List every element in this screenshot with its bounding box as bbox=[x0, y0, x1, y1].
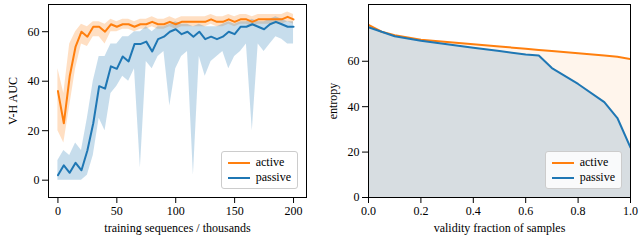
svg-text:60: 60 bbox=[348, 54, 360, 68]
html-text:passive: passive bbox=[579, 170, 615, 184]
svg-text:0.8: 0.8 bbox=[571, 204, 586, 218]
svg-text:0.2: 0.2 bbox=[413, 204, 428, 218]
svg-text:40: 40 bbox=[28, 74, 40, 88]
svg-text:entropy: entropy bbox=[326, 83, 340, 120]
svg-text:60: 60 bbox=[28, 25, 40, 39]
svg-text:20: 20 bbox=[348, 145, 360, 159]
svg-text:V-H AUC: V-H AUC bbox=[6, 77, 20, 125]
svg-text:200: 200 bbox=[285, 204, 303, 218]
html-text:active: active bbox=[579, 155, 609, 169]
svg-text:0: 0 bbox=[354, 190, 360, 204]
svg-text:40: 40 bbox=[348, 100, 360, 114]
svg-text:0.0: 0.0 bbox=[361, 204, 376, 218]
html-text:active: active bbox=[255, 155, 285, 169]
svg-text:100: 100 bbox=[167, 204, 185, 218]
svg-text:0: 0 bbox=[34, 173, 40, 187]
svg-text:150: 150 bbox=[226, 204, 244, 218]
svg-text:0.6: 0.6 bbox=[518, 204, 533, 218]
svg-text:0: 0 bbox=[55, 204, 61, 218]
svg-text:50: 50 bbox=[111, 204, 123, 218]
svg-text:0.4: 0.4 bbox=[466, 204, 481, 218]
html-text:passive: passive bbox=[255, 170, 291, 184]
svg-text:validity fraction of samples: validity fraction of samples bbox=[434, 221, 566, 235]
svg-text:1.0: 1.0 bbox=[623, 204, 638, 218]
svg-text:training sequences / thousands: training sequences / thousands bbox=[104, 221, 251, 235]
svg-text:20: 20 bbox=[28, 124, 40, 138]
